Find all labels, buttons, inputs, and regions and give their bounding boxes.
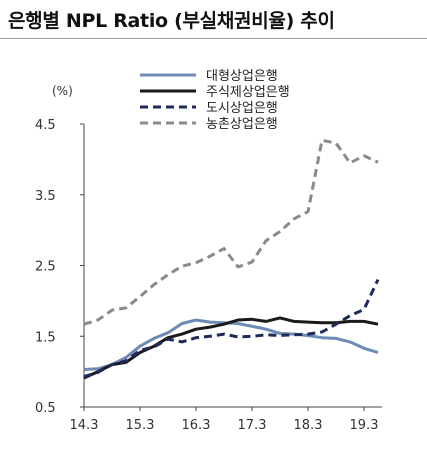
x-tick-label: 16.3 — [182, 418, 211, 433]
x-tick-label: 19.3 — [350, 418, 379, 433]
x-tick-label: 15.3 — [126, 418, 155, 433]
x-tick-label: 17.3 — [238, 418, 267, 433]
x-tick-label: 18.3 — [294, 418, 323, 433]
legend-label-3: 도시상업은행 — [206, 100, 278, 116]
title-divider — [0, 38, 427, 39]
y-tick-label: 1.5 — [35, 330, 56, 345]
legend-label-1: 대형상업은행 — [206, 68, 278, 84]
series-line-4 — [83, 138, 379, 326]
series-line-3 — [83, 278, 380, 379]
chart-title: 은행별 NPL Ratio (부실채권비율) 추이 — [8, 10, 335, 32]
axes: 4.5 3.5 2.5 1.5 0.5 14.3 15.3 16.3 17.3 18.3 19.3 — [35, 118, 382, 433]
legend-label-2: 주식제상업은행 — [206, 84, 290, 100]
legend-label-4: 농촌상업은행 — [206, 116, 278, 132]
x-tick-label: 14.3 — [70, 418, 99, 433]
y-unit-label: (%) — [52, 84, 73, 98]
y-tick-label: 2.5 — [35, 260, 56, 275]
y-tick-label: 0.5 — [35, 401, 56, 416]
y-tick-label: 3.5 — [35, 189, 56, 204]
series-lines — [83, 138, 380, 380]
y-tick-label: 4.5 — [35, 118, 56, 133]
